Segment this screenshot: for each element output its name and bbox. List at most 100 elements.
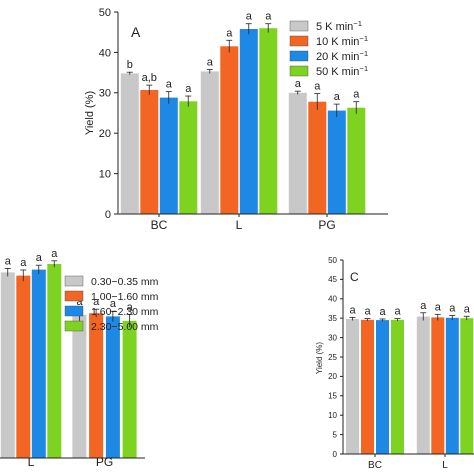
panel-3-y-tick-label-0: 0 xyxy=(333,450,338,459)
panel-2-bar-L-s3 xyxy=(31,269,46,458)
panel-3-y-tick-label-5: 5 xyxy=(333,430,338,439)
panel-1-bar-L-s4 xyxy=(259,28,278,215)
panel-3-bar-BC-s4 xyxy=(391,319,404,454)
panel-3-bar-BC-s3 xyxy=(376,320,389,454)
panel-3-y-tick-label-30: 30 xyxy=(328,333,337,342)
panel-3-y-tick-label-40: 40 xyxy=(328,295,337,304)
panel-1-bar-PG-s1 xyxy=(288,92,307,214)
panel-1-legend-swatch-1 xyxy=(289,20,309,32)
panel-1-significance-label-L-s2: a xyxy=(226,27,233,39)
panel-2-bar-PG-s1 xyxy=(72,314,87,458)
panel-1-legend-label-3-superscript: −1 xyxy=(359,49,368,58)
panel-2-significance-label-L-s3: a xyxy=(36,252,43,264)
panel-3-y-tick-label-45: 45 xyxy=(328,275,337,284)
panel-1-bar-BC-s3 xyxy=(159,97,178,214)
panel-1-legend-swatch-3 xyxy=(289,50,309,62)
panel-2-bar-PG-s3 xyxy=(105,316,120,458)
panel-3-bar-L-s4 xyxy=(460,318,474,454)
panel-3-category-label-BC: BC xyxy=(368,460,382,471)
panel-3-bar-BC-s1 xyxy=(346,319,359,454)
panel-1-category-label-BC: BC xyxy=(151,218,168,232)
panel-3-y-tick-label-50: 50 xyxy=(328,256,337,265)
panel-1-significance-label-BC-s4: a xyxy=(185,83,192,95)
panel-1-bar-L-s1 xyxy=(200,71,219,215)
panel-1-bar-PG-s2 xyxy=(308,101,327,214)
panel-3-significance-label-BC-s2: a xyxy=(364,306,371,318)
panel-3-y-tick-label-20: 20 xyxy=(328,372,337,381)
panel-3-bar-BC-s2 xyxy=(361,319,374,454)
panel-1-bar-L-s2 xyxy=(220,46,239,214)
panel-3-y-tick-label-25: 25 xyxy=(328,353,337,362)
panel-1-significance-label-BC-s1: b xyxy=(127,59,133,71)
panel-1-significance-label-PG-s4: a xyxy=(353,89,360,101)
panel-1-significance-label-PG-s3: a xyxy=(334,91,341,103)
panel-2-significance-label-L-s2: a xyxy=(20,257,27,269)
panel-1-bar-PG-s4 xyxy=(347,107,366,214)
panel-1-bar-BC-s4 xyxy=(179,101,198,214)
panel-3-significance-label-L-s2: a xyxy=(435,301,442,313)
panel-2-significance-label-L-s4: a xyxy=(51,248,58,260)
panel-1-significance-label-L-s4: a xyxy=(265,11,272,23)
panel-2-legend-label-3: 1.60−2.30 mm xyxy=(91,306,159,318)
panel-2-significance-label-PG-s4: a xyxy=(127,301,134,313)
panel-1-significance-label-PG-s2: a xyxy=(314,81,321,93)
panel-3-y-axis-label: Yield (%) xyxy=(315,342,324,374)
panel-3-significance-label-L-s4: a xyxy=(464,303,471,315)
panel-1-bar-BC-s1 xyxy=(120,73,139,215)
panel-3-y-tick-label-15: 15 xyxy=(328,392,337,401)
panel-3-significance-label-BC-s3: a xyxy=(379,306,386,318)
panel-2-significance-label-PG-s1: a xyxy=(76,296,83,308)
panel-3-significance-label-BC-s1: a xyxy=(349,304,356,316)
panel-1-legend-label-1-superscript: −1 xyxy=(353,19,362,28)
panel-1-significance-label-L-s3: a xyxy=(246,11,253,23)
panel-1-bar-L-s3 xyxy=(239,29,258,214)
panel-2-significance-label-PG-s3: a xyxy=(110,298,117,310)
panel-1-category-label-PG: PG xyxy=(318,218,335,232)
panel-3-y-tick-label-35: 35 xyxy=(328,314,337,323)
panel-2-significance-label-PG-s2: a xyxy=(93,296,100,308)
panel-1-legend-label-1: 5 K min−1 xyxy=(316,19,362,33)
panel-3-significance-label-L-s1: a xyxy=(420,300,427,312)
panel-2-category-label-L: L xyxy=(28,455,35,469)
panel-2-legend-label-1: 0.30−0.35 mm xyxy=(91,276,159,288)
panel-3-significance-label-BC-s4: a xyxy=(394,306,401,318)
panel-3-bar-L-s3 xyxy=(445,317,459,454)
panel-2-legend-swatch-3 xyxy=(64,305,84,317)
panel-1-y-tick-label-10: 10 xyxy=(99,168,111,180)
panel-1-significance-label-L-s1: a xyxy=(207,56,214,68)
panel-1-legend-label-2-superscript: −1 xyxy=(359,34,368,43)
panel-2-bar-PG-s2 xyxy=(89,313,104,458)
panel-1-y-tick-label-30: 30 xyxy=(99,88,111,100)
panel-2-significance-label-L-s1: a xyxy=(5,255,12,267)
panel-2-bar-PG-s4 xyxy=(122,320,137,458)
panel-1-legend-label-2: 10 K min−1 xyxy=(316,34,368,48)
panel-3-category-label-L: L xyxy=(442,460,448,471)
panel-1-y-tick-label-40: 40 xyxy=(99,47,111,59)
panel-2-category-label-PG: PG xyxy=(96,455,113,469)
panel-1-bar-BC-s2 xyxy=(140,90,159,214)
panel-1-significance-label-BC-s2: a,b xyxy=(142,72,157,84)
panel-1-y-axis-label: Yield (%) xyxy=(84,91,96,135)
panel-1-y-tick-label-20: 20 xyxy=(99,128,111,140)
panel-2-legend-swatch-2 xyxy=(64,290,84,302)
panel-1-legend-label-3: 20 K min−1 xyxy=(316,49,368,63)
panel-2-bar-L-s1 xyxy=(0,272,15,458)
panel-1-significance-label-BC-s3: a xyxy=(166,79,173,91)
panel-2-legend-label-4: 2.30−5.00 mm xyxy=(91,321,159,333)
panel-2-bar-L-s4 xyxy=(47,264,62,458)
panel-2-legend-label-2: 1.00−1.60 mm xyxy=(91,291,159,303)
panel-1-category-label-L: L xyxy=(236,218,243,232)
panel-1-legend-swatch-4 xyxy=(289,65,309,77)
panel-2-bar-L-s2 xyxy=(16,275,31,458)
panel-3-bar-L-s2 xyxy=(431,317,445,454)
panel-1-legend-swatch-2 xyxy=(289,35,309,47)
panel-1-legend-label-4: 50 K min−1 xyxy=(316,64,368,78)
panel-3-panel-label: C xyxy=(350,270,359,284)
panel-1-bar-PG-s3 xyxy=(327,110,346,214)
panel-3-y-tick-label-10: 10 xyxy=(328,411,337,420)
panel-1-legend-label-4-superscript: −1 xyxy=(359,64,368,73)
panel-1-panel-label: A xyxy=(131,24,141,40)
panel-2-legend-swatch-4 xyxy=(64,320,84,332)
panel-1-y-tick-label-0: 0 xyxy=(105,209,111,221)
